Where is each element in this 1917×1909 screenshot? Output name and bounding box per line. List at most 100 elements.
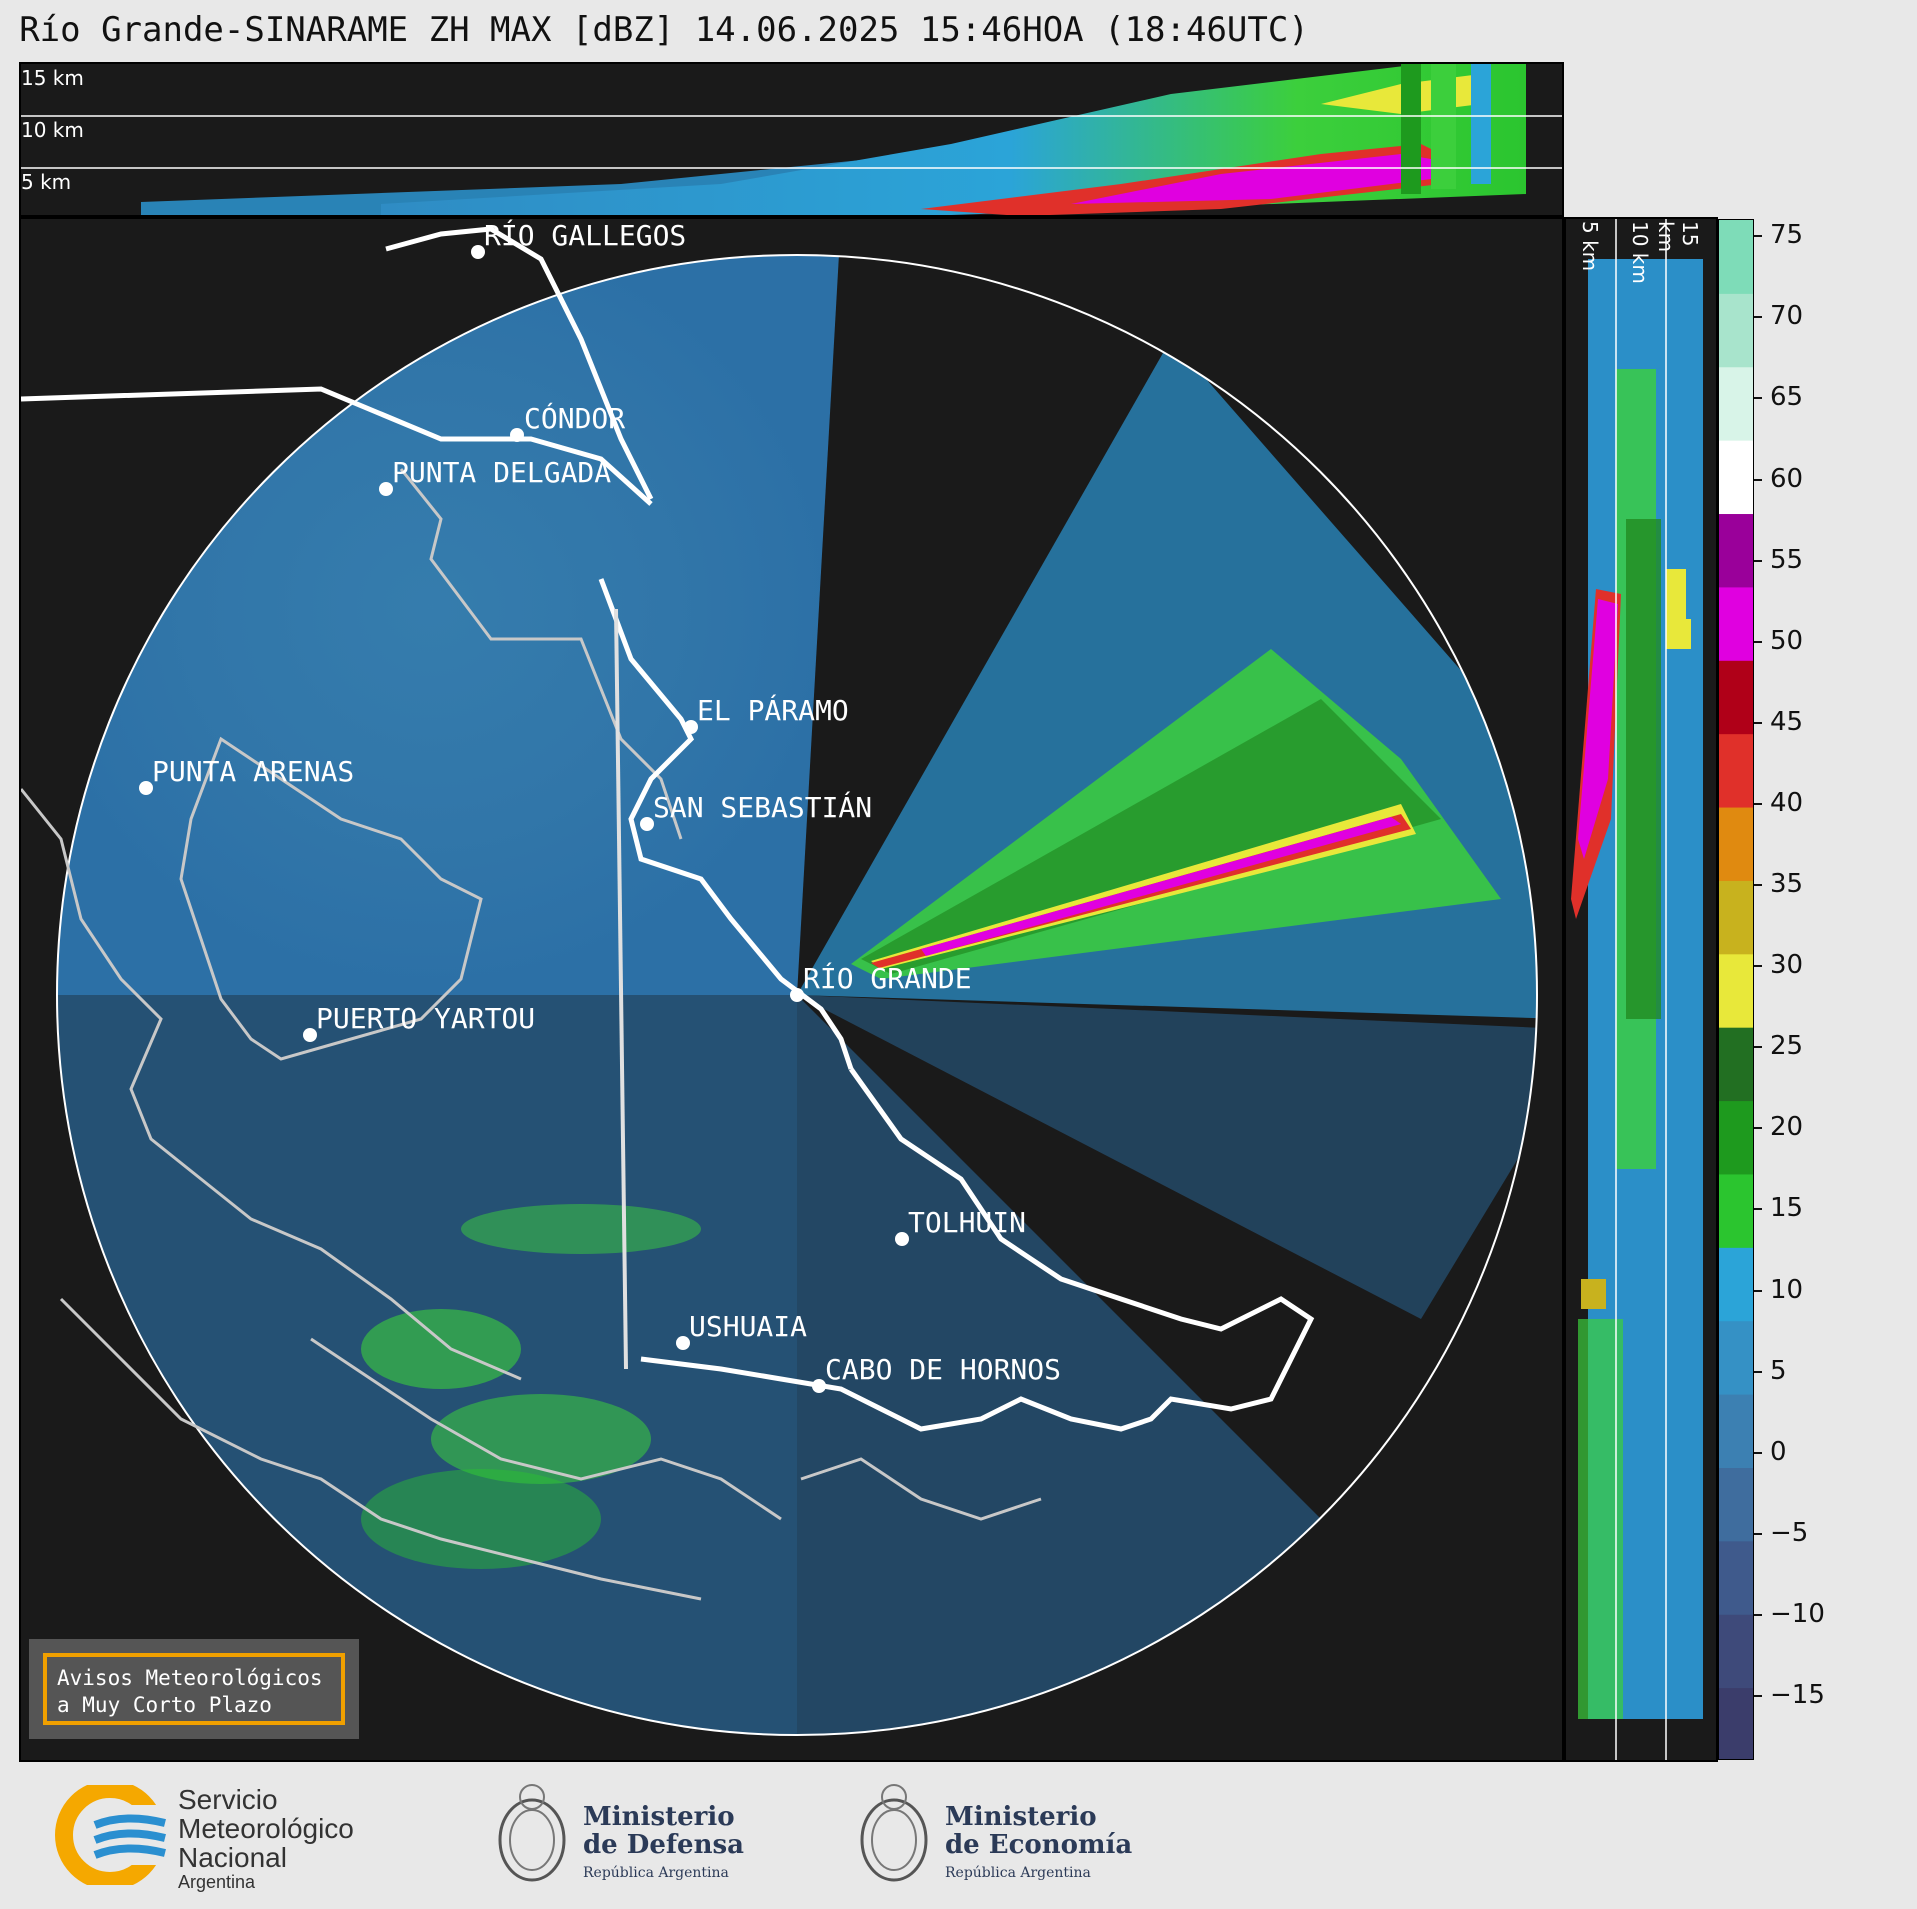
- colorbar-tick-label: −15: [1770, 1680, 1825, 1711]
- defensa-logo-text: Ministerio de Defensa República Argentin…: [583, 1803, 744, 1887]
- smn-line-4: Argentina: [178, 1872, 256, 1892]
- side-alt-label-5km: 5 km: [1578, 221, 1602, 272]
- map-title: Río Grande-SINARAME ZH MAX [dBZ] 14.06.2…: [19, 10, 1309, 50]
- smn-logo: [55, 1780, 175, 1890]
- colorbar-segment: [1719, 953, 1753, 1028]
- colorbar-tick-label: 60: [1770, 463, 1804, 494]
- city-dot: [510, 428, 524, 442]
- colorbar-tick-label: −5: [1770, 1517, 1809, 1548]
- colorbar-tick-mark: [1754, 640, 1762, 643]
- colorbar-tick-label: 30: [1770, 950, 1804, 981]
- city-label: CÓNDOR: [524, 402, 626, 435]
- side-cross-section-panel: 5 km 10 km 15 km: [1564, 217, 1718, 1762]
- avisos-line-1: Avisos Meteorológicos: [57, 1666, 323, 1690]
- colorbar-segment: [1719, 440, 1753, 515]
- colorbar-tick-mark: [1754, 884, 1762, 887]
- border-line: [614, 608, 628, 1370]
- colorbar-segment: [1719, 293, 1753, 368]
- city-dot: [790, 988, 804, 1002]
- colorbar-segment: [1719, 1394, 1753, 1468]
- colorbar-segment: [1719, 733, 1753, 808]
- radar-map: [21, 226, 1538, 1736]
- smn-line-1: Servicio: [178, 1784, 278, 1815]
- coast-and-border-lines: [21, 226, 1315, 1432]
- colorbar-segment: [1719, 1247, 1753, 1322]
- smn-logo-text: Servicio Meteorológico Nacional Argentin…: [178, 1785, 354, 1892]
- city-dot: [303, 1028, 317, 1042]
- radar-echo-layer: [57, 255, 1537, 1735]
- colorbar-tick-label: 50: [1770, 625, 1804, 656]
- colorbar-tick-label: 25: [1770, 1031, 1804, 1062]
- city-dot: [379, 482, 393, 496]
- defensa-line-1: Ministerio: [583, 1802, 735, 1832]
- coastlines: [21, 468, 1042, 1601]
- economia-logo-text: Ministerio de Economía República Argenti…: [945, 1803, 1132, 1887]
- colorbar-tick-mark: [1754, 1532, 1762, 1535]
- colorbar-tick-mark: [1754, 1208, 1762, 1211]
- colorbar-tick-label: 70: [1770, 301, 1804, 332]
- avisos-box: Avisos Meteorológicos a Muy Corto Plazo: [29, 1639, 359, 1739]
- colorbar-segment: [1719, 366, 1753, 441]
- colorbar-segment: [1719, 807, 1753, 881]
- colorbar-tick-mark: [1754, 965, 1762, 968]
- colorbar-tick-label: 0: [1770, 1436, 1787, 1467]
- colorbar-tick-mark: [1754, 478, 1762, 481]
- colorbar-tick-label: 40: [1770, 787, 1804, 818]
- city-label: RÍO GALLEGOS: [484, 219, 687, 252]
- colorbar-tick-mark: [1754, 1451, 1762, 1454]
- city-label: EL PÁRAMO: [697, 694, 849, 727]
- colorbar-tick-mark: [1754, 1695, 1762, 1698]
- colorbar-tick-label: 35: [1770, 869, 1804, 900]
- city-dot: [684, 720, 698, 734]
- colorbar-segment: [1719, 880, 1753, 955]
- city-dot: [139, 781, 153, 795]
- colorbar-tick-mark: [1754, 721, 1762, 724]
- avisos-line-2: a Muy Corto Plazo: [57, 1693, 272, 1717]
- colorbar-tick-label: 55: [1770, 544, 1804, 575]
- city-dot: [471, 245, 485, 259]
- colorbar-segment: [1719, 1320, 1753, 1395]
- top-cross-section-image: [21, 64, 1562, 215]
- radar-map-panel: RÍO GALLEGOS CÓNDOR PUNTA DELGADA EL PÁR…: [19, 217, 1564, 1762]
- colorbar-tick-mark: [1754, 397, 1762, 400]
- colorbar-tick-label: 20: [1770, 1112, 1804, 1143]
- city-label: CABO DE HORNOS: [825, 1353, 1062, 1386]
- colorbar-tick-label: 65: [1770, 382, 1804, 413]
- city-dot: [640, 817, 654, 831]
- smn-line-3: Nacional: [178, 1842, 287, 1873]
- defensa-seal-icon: [495, 1775, 570, 1899]
- smn-line-2: Meteorológico: [178, 1813, 354, 1844]
- colorbar-tick-mark: [1754, 1127, 1762, 1130]
- economia-seal-icon: [857, 1775, 932, 1899]
- colorbar-segment: [1719, 1100, 1753, 1175]
- top-cross-section-panel: 15 km 10 km 5 km: [19, 62, 1564, 217]
- city-label: PUERTO YARTOU: [316, 1002, 536, 1035]
- colorbar-tick-label: 5: [1770, 1355, 1787, 1386]
- colorbar-tick-mark: [1754, 1046, 1762, 1049]
- colorbar-segment: [1719, 1027, 1753, 1102]
- colorbar-tick-mark: [1754, 559, 1762, 562]
- defensa-line-3: República Argentina: [583, 1865, 729, 1881]
- city-label: TOLHUIN: [908, 1206, 1027, 1239]
- top-alt-label-5km: 5 km: [21, 170, 72, 194]
- side-cross-section-image: [1571, 219, 1703, 1760]
- colorbar-segment: [1719, 586, 1753, 661]
- side-alt-label-10km: 10 km: [1628, 221, 1652, 284]
- colorbar-tick-mark: [1754, 235, 1762, 238]
- colorbar-tick-mark: [1754, 316, 1762, 319]
- smn-logo-icon: [55, 1780, 170, 1890]
- defensa-line-2: de Defensa: [583, 1830, 744, 1860]
- city-dot: [676, 1336, 690, 1350]
- city-dot: [812, 1379, 826, 1393]
- colorbar-segment: [1719, 1173, 1753, 1248]
- colorbar-tick-mark: [1754, 1614, 1762, 1616]
- colorbar-tick-label: 75: [1770, 220, 1804, 251]
- colorbar-segment: [1719, 1614, 1753, 1689]
- colorbar-segment: [1719, 1687, 1753, 1759]
- side-alt-label-15km: 15 km: [1654, 221, 1702, 253]
- city-dot: [895, 1232, 909, 1246]
- economia-line-1: Ministerio: [945, 1802, 1097, 1832]
- city-label: PUNTA ARENAS: [152, 755, 355, 788]
- city-label: USHUAIA: [689, 1310, 808, 1343]
- avisos-label: Avisos Meteorológicos a Muy Corto Plazo: [43, 1653, 345, 1725]
